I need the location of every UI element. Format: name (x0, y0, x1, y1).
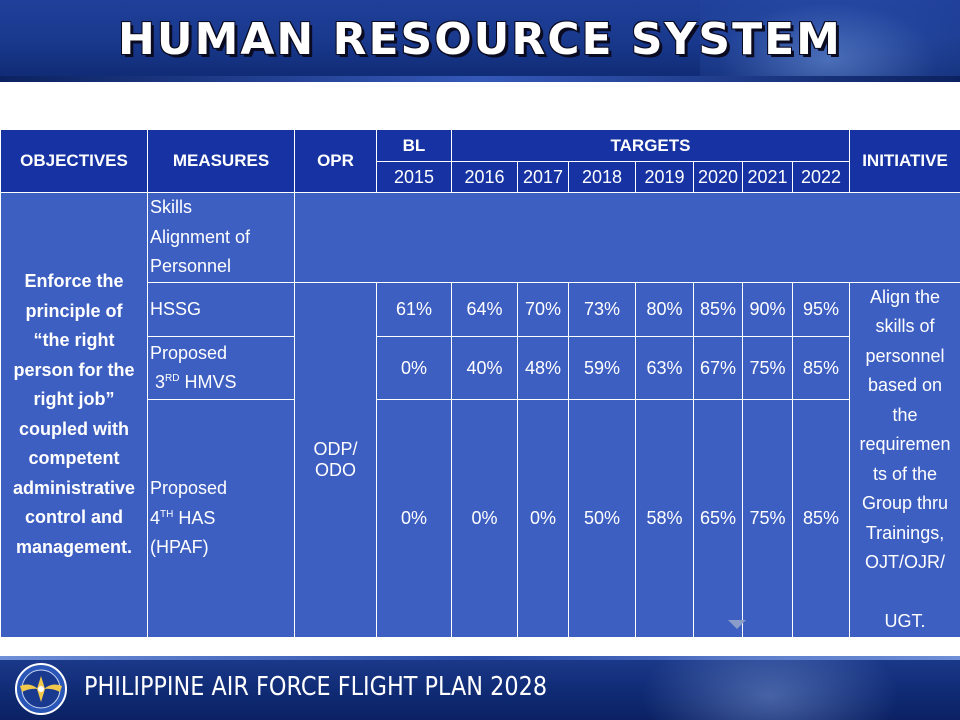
initiative-line: Align the (870, 286, 941, 307)
value-cell: 50% (568, 399, 636, 638)
slide-pointer-marker (728, 620, 746, 629)
initiative-line: ts of the (873, 463, 938, 484)
measure-line: Proposed (150, 478, 228, 499)
objective-line: coupled with (19, 418, 129, 439)
value-cell: 73% (568, 281, 636, 338)
initiative-cell: Align the skills of personnel based on t… (849, 281, 960, 638)
value-cell: 59% (568, 336, 636, 401)
page-title: HUMAN RESOURCE SYSTEM (118, 14, 842, 65)
value-cell: 75% (742, 399, 793, 638)
value-cell: 0% (376, 336, 452, 401)
hr-targets-table: OBJECTIVES MEASURES OPR BL TARGETS INITI… (0, 129, 960, 638)
value-cell: 70% (517, 281, 569, 338)
ordinal-suffix: RD (165, 373, 180, 385)
objective-line: principle of (25, 300, 123, 321)
value-cell: 85% (791, 336, 851, 401)
year-header: 2019 (635, 161, 694, 193)
initiative-line: skills of (875, 316, 935, 336)
year-header: 2020 (693, 161, 743, 193)
header-opr: OPR (294, 129, 377, 193)
measure-4th-has: Proposed 4TH HAS (HPAF) (147, 399, 295, 638)
measure-line: Alignment of (150, 226, 251, 247)
ordinal-suffix: TH (160, 508, 174, 520)
year-header: 2022 (791, 161, 851, 193)
objective-line: control and (25, 507, 123, 528)
value-cell: 95% (791, 281, 851, 338)
value-cell: 63% (635, 336, 694, 401)
measure-3rd-hmvs: Proposed 3RD HMVS (147, 336, 295, 401)
value-cell: 0% (451, 399, 518, 638)
footer-banner: PHILIPPINE AIR FORCE FLIGHT PLAN 2028 (0, 656, 960, 720)
initiative-line: the (892, 404, 918, 425)
objective-cell: Enforce the principle of “the right pers… (0, 192, 148, 638)
measure-ordinal: 4 (150, 507, 161, 528)
year-header: 2017 (517, 161, 569, 193)
skills-row-empty (293, 192, 960, 283)
header-targets: TARGETS (450, 129, 851, 162)
initiative-line: personnel (865, 345, 945, 366)
objective-line: administrative (12, 477, 136, 498)
value-cell: 61% (376, 281, 452, 338)
initiative-line: Trainings, (865, 522, 945, 543)
initiative-line: UGT. (884, 611, 926, 631)
value-cell: 58% (635, 399, 694, 638)
header-initiative: INITIATIVE (849, 129, 960, 193)
year-header: 2021 (742, 161, 793, 193)
objective-line: person for the (13, 359, 135, 380)
header-bl: BL (376, 129, 452, 162)
initiative-line: requiremen (859, 434, 951, 454)
opr-line: ODO (314, 459, 356, 480)
value-cell: 65% (693, 399, 743, 638)
header-measures: MEASURES (147, 129, 295, 193)
measure-line: Personnel (150, 256, 232, 276)
year-header: 2015 (376, 161, 452, 193)
value-cell: 75% (742, 336, 793, 401)
measure-line: Proposed (150, 342, 228, 363)
hr-targets-table-wrap: OBJECTIVES MEASURES OPR BL TARGETS INITI… (0, 129, 960, 638)
measure-line: 3RD HMVS (150, 368, 294, 398)
measure-unit: HAS (173, 507, 216, 528)
opr-cell: ODP/ ODO (294, 281, 377, 638)
objective-line: management. (15, 536, 133, 557)
objective-line: “the right (33, 330, 115, 351)
measure-line: Skills (150, 197, 193, 217)
initiative-line: OJT/OJR/ (865, 552, 946, 572)
year-header: 2018 (568, 161, 636, 193)
measure-ordinal: 3 (155, 372, 166, 393)
value-cell: 0% (517, 399, 569, 638)
initiative-line (850, 578, 960, 608)
initiative-line: Group thru (862, 493, 949, 513)
value-cell: 67% (693, 336, 743, 401)
value-cell: 48% (517, 336, 569, 401)
value-cell: 64% (451, 281, 518, 338)
measure-skills-alignment: Skills Alignment of Personnel (147, 192, 295, 283)
objective-line: Enforce the (24, 271, 124, 292)
opr-line: ODP/ (313, 438, 358, 459)
footer-title: PHILIPPINE AIR FORCE FLIGHT PLAN 2028 (84, 672, 548, 702)
measure-line: (HPAF) (150, 537, 209, 558)
header-objectives: OBJECTIVES (0, 129, 148, 193)
value-cell: 80% (635, 281, 694, 338)
air-force-wings-emblem-icon (15, 663, 67, 715)
value-cell: 40% (451, 336, 518, 401)
value-cell: 90% (742, 281, 793, 338)
initiative-line: based on (867, 375, 943, 395)
objective-line: right job” (33, 389, 115, 410)
year-header: 2016 (451, 161, 518, 193)
measure-line: 4TH HAS (150, 504, 294, 534)
value-cell: 0% (376, 399, 452, 638)
value-cell: 85% (791, 399, 851, 638)
value-cell: 85% (693, 281, 743, 338)
measure-hssg: HSSG (147, 281, 295, 338)
objective-line: competent (28, 448, 120, 469)
title-banner: HUMAN RESOURCE SYSTEM (0, 0, 960, 82)
measure-unit: HMVS (179, 372, 237, 393)
